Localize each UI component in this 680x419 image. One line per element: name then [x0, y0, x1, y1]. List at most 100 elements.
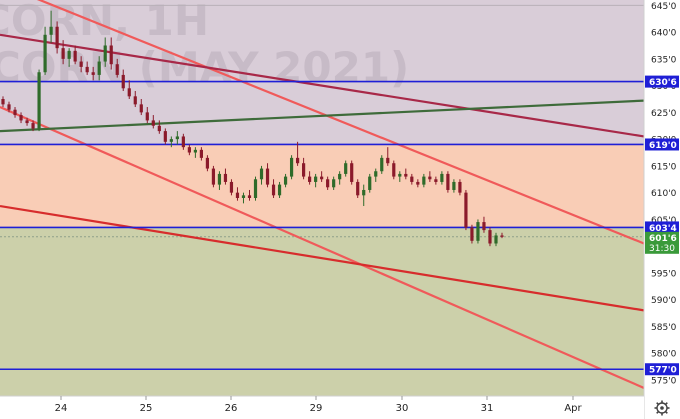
trendlines: [0, 0, 645, 389]
zone-lower: [0, 227, 644, 396]
x-axis[interactable]: 24 25 26 29 30 31 Apr: [0, 395, 644, 419]
level-label-3: 577'0: [649, 366, 677, 376]
x-tick-label: 26: [225, 403, 238, 414]
candle-body: [494, 235, 498, 244]
candle: [193, 147, 197, 158]
candle: [25, 117, 29, 126]
candle: [265, 163, 270, 188]
candle: [350, 160, 354, 185]
zone-middle: [0, 144, 644, 228]
gear-tooth: [656, 402, 660, 406]
candle: [229, 179, 234, 196]
candle: [488, 227, 492, 247]
y-tick-label: 575'0: [651, 376, 677, 386]
candle-body: [488, 230, 492, 244]
candle: [145, 107, 149, 124]
candle-body: [326, 179, 330, 188]
trendline-dark-red: [0, 204, 645, 312]
candle: [13, 107, 17, 118]
candle-body: [199, 149, 203, 158]
candle: [91, 66, 95, 81]
candle-body: [103, 45, 107, 62]
y-tick-label: 605'0: [651, 216, 677, 226]
candle: [374, 168, 378, 182]
candle: [31, 120, 35, 132]
candle: [308, 171, 312, 185]
candle: [133, 90, 137, 108]
current-price-label: 601'6: [649, 234, 677, 244]
level-label-bg-0: [645, 75, 679, 88]
gear-tooth: [664, 410, 668, 414]
candle: [362, 184, 366, 207]
candle: [314, 173, 318, 188]
candle-body: [127, 88, 131, 97]
candle: [452, 179, 456, 193]
candle: [127, 80, 131, 99]
candle-body: [386, 157, 390, 164]
candle-body: [344, 163, 348, 174]
candle-body: [368, 176, 372, 190]
candle: [464, 189, 468, 231]
candle: [187, 144, 191, 156]
candle: [422, 173, 426, 188]
candle-body: [43, 34, 47, 73]
candle: [169, 136, 173, 148]
candle-body: [434, 179, 438, 182]
candle: [79, 56, 83, 73]
candle-body: [79, 61, 83, 67]
candle: [181, 133, 185, 150]
candle-body: [91, 72, 95, 75]
candle: [283, 173, 288, 188]
candle: [241, 192, 246, 204]
y-tick-label: 585'0: [651, 323, 677, 333]
candle: [271, 179, 276, 198]
level-label-0: 630'6: [649, 78, 677, 88]
candle: [458, 179, 462, 196]
candle-body: [283, 176, 288, 185]
candle: [253, 176, 258, 201]
x-tick-label: 29: [310, 403, 323, 414]
candle-body: [175, 136, 179, 140]
candle: [392, 160, 396, 180]
trendline-upper-red: [36, 0, 645, 245]
y-tick-label: 590'0: [651, 296, 677, 306]
y-axis-bg: [644, 0, 680, 419]
x-tick-label: 25: [140, 403, 153, 414]
x-tick-label: Apr: [564, 403, 582, 414]
settings-gear-icon[interactable]: [654, 400, 670, 416]
candle: [380, 155, 384, 174]
candle-body: [464, 192, 468, 228]
candle: [1, 96, 5, 108]
candle: [356, 179, 360, 198]
candle-body: [133, 96, 137, 105]
candle-body: [259, 168, 264, 180]
candle: [163, 128, 167, 145]
candle: [151, 115, 155, 129]
x-tick-label: 30: [396, 403, 409, 414]
candle: [55, 21, 59, 54]
candle-body: [440, 173, 444, 182]
candle: [61, 40, 65, 65]
candle: [211, 165, 216, 188]
candle-body: [181, 136, 185, 148]
y-tick-label: 610'0: [651, 189, 677, 199]
y-tick-label: 640'0: [651, 29, 677, 39]
y-tick-label: 595'0: [651, 269, 677, 279]
gear-tooth: [656, 410, 660, 414]
candle: [19, 112, 23, 124]
candle: [434, 176, 438, 185]
candle-body: [398, 173, 402, 177]
candle: [416, 179, 420, 188]
candle-body: [416, 181, 420, 185]
y-axis[interactable]: 645'0640'0635'0630'0625'0620'0615'0610'0…: [643, 0, 680, 419]
candle-body: [271, 184, 276, 196]
candle-body: [13, 109, 17, 116]
x-axis-bg: [0, 396, 644, 419]
candle-body: [169, 139, 173, 142]
candle-body: [428, 176, 432, 180]
candle-body: [163, 131, 167, 142]
candle: [157, 120, 161, 134]
candle-body: [61, 48, 65, 59]
